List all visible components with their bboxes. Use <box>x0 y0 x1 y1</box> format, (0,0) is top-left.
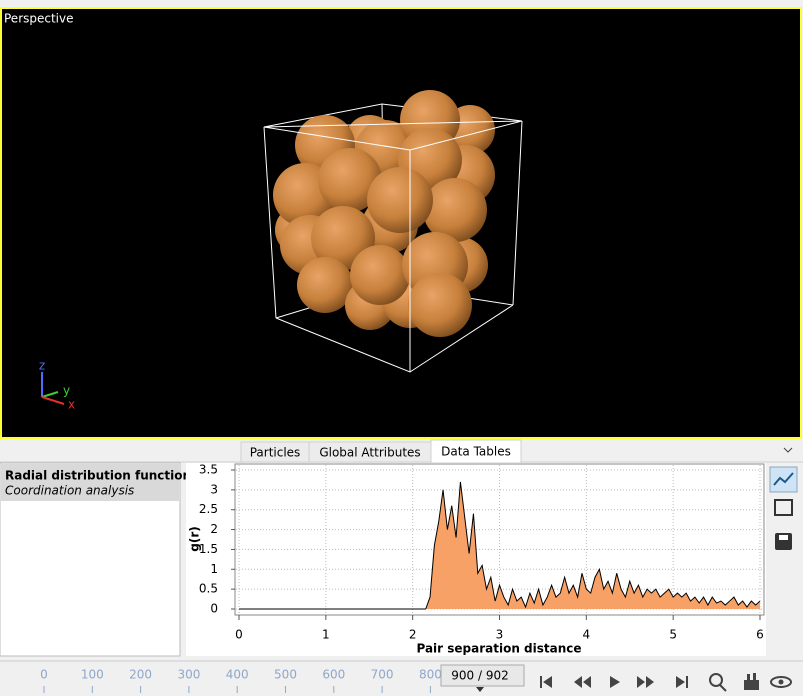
x-axis-label: Pair separation distance <box>416 642 581 656</box>
zoom-icon <box>719 684 727 692</box>
x-tick-label: 1 <box>322 628 330 642</box>
timeline-tick-label: 600 <box>322 668 345 682</box>
previous-frame-button[interactable] <box>574 676 591 688</box>
y-tick-label: 2.5 <box>199 502 218 516</box>
save-icon <box>779 535 788 540</box>
x-tick-label: 0 <box>235 628 243 642</box>
y-tick-label: 1.5 <box>199 542 218 556</box>
tab-label[interactable]: Global Attributes <box>319 446 420 460</box>
simulation-cell-front <box>263 120 523 373</box>
timeline-tick-label: 700 <box>371 668 394 682</box>
side-toolbar <box>769 466 798 550</box>
x-tick-label: 4 <box>583 628 591 642</box>
particles <box>273 90 495 337</box>
viewport-label[interactable]: Perspective <box>4 12 74 26</box>
play-button[interactable] <box>610 676 620 688</box>
timeline-tick-label: 800 <box>419 668 442 682</box>
orbit-icon <box>778 679 784 685</box>
timeline-tick-label: 0 <box>40 668 48 682</box>
chart-view-button[interactable] <box>769 466 798 493</box>
table-list-item-selected[interactable] <box>1 464 179 501</box>
pan-button[interactable] <box>744 673 759 690</box>
axis-tripod: z y x <box>39 359 75 412</box>
y-tick-label: 0 <box>210 602 218 616</box>
tab-bar: Particles Global Attributes Data Tables <box>240 439 793 464</box>
tab-label[interactable]: Particles <box>250 446 301 460</box>
y-tick-label: 2 <box>210 522 218 536</box>
timeline-tick-label: 300 <box>177 668 200 682</box>
collapse-button[interactable] <box>783 447 793 453</box>
y-tick-label: 3 <box>210 482 218 496</box>
x-tick-label: 6 <box>756 628 764 642</box>
timeline-tick-label: 400 <box>226 668 249 682</box>
timeline-tick-label: 200 <box>129 668 152 682</box>
axis-label: y <box>63 384 70 398</box>
x-tick-label: 3 <box>496 628 504 642</box>
frame-counter[interactable]: 900 / 902 <box>451 669 508 683</box>
zoom-button[interactable] <box>709 673 723 687</box>
table-view-button[interactable] <box>774 499 793 516</box>
orbit-button[interactable] <box>770 676 792 688</box>
table-title[interactable]: Radial distribution function <box>5 469 191 483</box>
last-frame-button[interactable] <box>676 676 688 688</box>
chart-icon <box>773 472 794 486</box>
playback-controls <box>540 673 792 692</box>
tab-label[interactable]: Data Tables <box>441 445 511 459</box>
next-frame-button[interactable] <box>637 676 654 688</box>
area-line <box>239 481 761 610</box>
timeline-tick-label: 100 <box>81 668 104 682</box>
first-frame-button[interactable] <box>540 676 552 688</box>
y-axis-label: g(r) <box>188 526 202 551</box>
time-slider-handle[interactable] <box>476 687 484 692</box>
y-tick-label: 3.5 <box>199 463 218 477</box>
table-subtitle[interactable]: Coordination analysis <box>5 484 134 498</box>
x-tick-label: 2 <box>409 628 417 642</box>
axis-label: z <box>39 359 45 373</box>
axis-label: x <box>68 398 75 412</box>
y-tick-label: 1 <box>210 562 218 576</box>
animation-bar <box>0 660 803 696</box>
frame-spinner[interactable] <box>440 664 525 687</box>
y-tick-label: 0.5 <box>199 582 218 596</box>
x-tick-label: 5 <box>669 628 677 642</box>
timeline-tick-label: 500 <box>274 668 297 682</box>
